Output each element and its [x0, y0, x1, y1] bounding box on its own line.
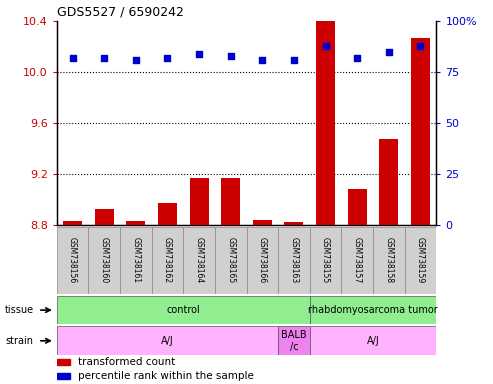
Text: control: control — [166, 305, 200, 315]
Bar — [126, 221, 145, 225]
Bar — [310, 326, 436, 355]
Bar — [120, 227, 152, 294]
Point — [100, 55, 108, 61]
Text: GSM738156: GSM738156 — [68, 237, 77, 283]
Text: BALB
/c: BALB /c — [281, 330, 307, 352]
Bar — [57, 326, 278, 355]
Bar — [246, 227, 278, 294]
Bar — [158, 203, 177, 225]
Point — [195, 51, 203, 57]
Bar — [373, 227, 405, 294]
Bar — [152, 227, 183, 294]
Bar — [310, 296, 436, 324]
Text: GSM738158: GSM738158 — [385, 237, 393, 283]
Text: percentile rank within the sample: percentile rank within the sample — [77, 371, 253, 381]
Bar — [278, 227, 310, 294]
Bar — [380, 139, 398, 225]
Bar — [215, 227, 246, 294]
Bar — [405, 227, 436, 294]
Bar — [310, 227, 341, 294]
Text: rhabdomyosarcoma tumor: rhabdomyosarcoma tumor — [308, 305, 438, 315]
Text: GSM738166: GSM738166 — [258, 237, 267, 283]
Text: GSM738162: GSM738162 — [163, 237, 172, 283]
Text: GSM738159: GSM738159 — [416, 237, 425, 283]
Bar — [341, 227, 373, 294]
Bar — [183, 227, 215, 294]
Point — [132, 57, 140, 63]
Text: GSM738165: GSM738165 — [226, 237, 235, 283]
Text: A/J: A/J — [367, 336, 380, 346]
Text: transformed count: transformed count — [77, 357, 175, 367]
Text: GDS5527 / 6590242: GDS5527 / 6590242 — [57, 5, 183, 18]
Bar — [411, 38, 430, 225]
Bar — [189, 177, 209, 225]
Point — [227, 53, 235, 59]
Text: GSM738160: GSM738160 — [100, 237, 108, 283]
Bar — [284, 222, 304, 225]
Point — [353, 55, 361, 61]
Bar — [63, 221, 82, 225]
Point — [417, 43, 424, 49]
Text: GSM738161: GSM738161 — [131, 237, 141, 283]
Bar — [348, 189, 367, 225]
Bar — [57, 227, 88, 294]
Bar — [95, 209, 113, 225]
Text: A/J: A/J — [161, 336, 174, 346]
Bar — [221, 177, 240, 225]
Text: GSM738157: GSM738157 — [352, 237, 362, 283]
Text: strain: strain — [5, 336, 33, 346]
Bar — [57, 359, 70, 365]
Bar — [57, 296, 310, 324]
Point — [258, 57, 266, 63]
Bar — [88, 227, 120, 294]
Text: GSM738163: GSM738163 — [289, 237, 298, 283]
Text: GSM738164: GSM738164 — [195, 237, 204, 283]
Point — [321, 43, 329, 49]
Point — [164, 55, 172, 61]
Point — [290, 57, 298, 63]
Bar — [57, 373, 70, 379]
Point — [385, 49, 393, 55]
Point — [69, 55, 76, 61]
Bar — [316, 0, 335, 225]
Text: GSM738155: GSM738155 — [321, 237, 330, 283]
Bar — [253, 220, 272, 225]
Bar — [278, 326, 310, 355]
Text: tissue: tissue — [5, 305, 34, 315]
